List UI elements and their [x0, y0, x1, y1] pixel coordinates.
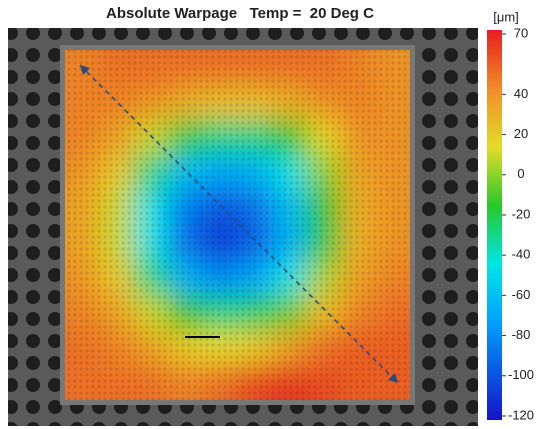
colorbar-tick-label: -60: [512, 287, 531, 302]
colorbar-tick-label: -100: [508, 367, 534, 382]
colorbar-tick-label: -120: [508, 407, 534, 422]
colorbar-label: [μm]: [493, 9, 519, 24]
colorbar: [487, 30, 502, 420]
colorbar-tick-label: -80: [512, 327, 531, 342]
colorbar-tick-label: -40: [512, 247, 531, 262]
colorbar-tick-label: 0: [517, 166, 524, 181]
colorbar-tick-label: 70: [514, 25, 528, 40]
colorbar-tick-label: 20: [514, 126, 528, 141]
colorbar-tick-label: -20: [512, 206, 531, 221]
texture: [65, 50, 410, 400]
chart: Absolute Warpage Temp = 20 Deg C [μm] 70…: [0, 0, 541, 429]
colorbar-tick-label: 40: [514, 86, 528, 101]
chart-title: Absolute Warpage Temp = 20 Deg C: [106, 5, 374, 22]
